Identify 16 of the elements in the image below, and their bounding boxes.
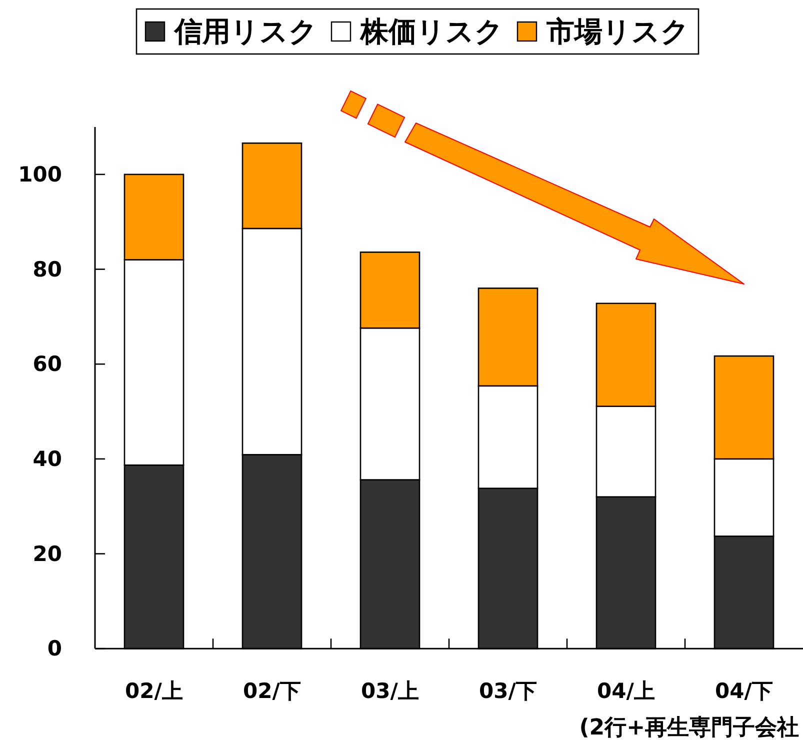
y-tick-label: 0 <box>47 636 62 661</box>
x-tick-label: 04/上 <box>597 679 655 703</box>
x-tick-label: 03/上 <box>361 679 419 703</box>
legend-label: 株価リスク <box>360 15 504 48</box>
legend-label: 市場リスク <box>546 15 690 48</box>
annotation: (2行+再生専門子会社 <box>579 716 799 740</box>
y-tick-label: 100 <box>18 162 62 186</box>
legend-label: 信用リスク <box>174 15 318 48</box>
y-tick-label: 80 <box>32 257 62 282</box>
y-tick-label: 20 <box>32 542 62 566</box>
x-tick-label: 03/下 <box>479 679 537 703</box>
y-tick-label: 60 <box>32 352 62 376</box>
x-tick-label: 02/下 <box>243 679 301 703</box>
x-tick-label: 02/上 <box>125 679 183 703</box>
x-tick-label: 04/下 <box>715 679 773 703</box>
y-tick-label: 40 <box>32 446 62 471</box>
